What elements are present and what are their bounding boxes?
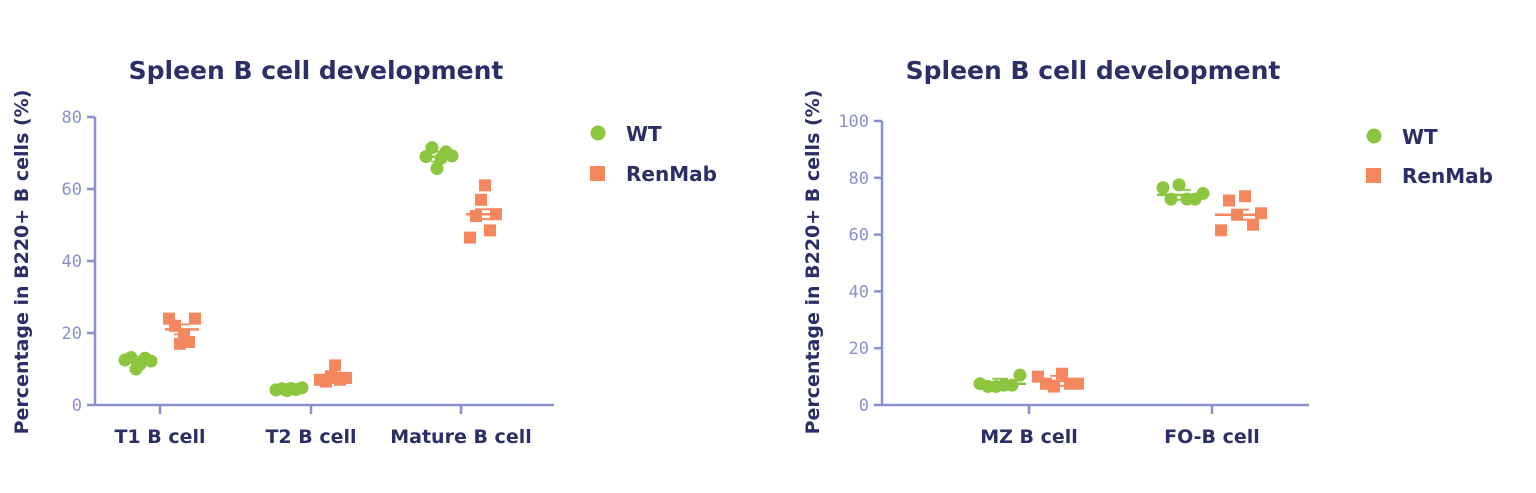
data-point-wt — [1156, 181, 1170, 195]
data-point-wt — [1172, 178, 1186, 192]
data-point-renmab — [183, 336, 195, 348]
data-point-renmab — [490, 208, 502, 221]
x-tick-label: T2 B cell — [265, 426, 356, 448]
data-point-renmab — [484, 224, 496, 237]
data-point-renmab — [329, 359, 341, 372]
y-tick-label: 0 — [859, 396, 869, 416]
data-point-wt — [144, 354, 158, 368]
legend-marker-renmab — [1366, 168, 1381, 183]
data-point-renmab — [1255, 207, 1267, 220]
data-point-renmab — [189, 312, 201, 325]
legend-marker-wt — [1366, 128, 1382, 144]
data-point-renmab — [1231, 208, 1243, 221]
y-tick-label: 80 — [849, 169, 869, 189]
data-point-wt — [1013, 368, 1027, 382]
y-tick-label: 40 — [849, 282, 869, 302]
y-tick-label: 20 — [62, 324, 82, 344]
data-point-wt — [1005, 378, 1019, 392]
data-point-renmab — [464, 231, 476, 244]
y-tick-label: 100 — [838, 112, 869, 132]
chart-title: Spleen B cell development — [906, 56, 1281, 85]
data-point-wt — [430, 161, 444, 175]
y-tick-label: 20 — [849, 339, 869, 359]
data-point-renmab — [1215, 224, 1227, 237]
data-point-renmab — [1072, 377, 1084, 390]
data-point-renmab — [340, 372, 352, 384]
x-ticks: MZ B cell FO-B cell — [980, 405, 1260, 448]
legend-marker-wt — [590, 125, 606, 141]
legend-label-renmab: RenMab — [626, 162, 717, 186]
data-point-renmab — [1048, 380, 1060, 393]
data-marks — [973, 178, 1267, 394]
data-point-wt — [124, 350, 138, 364]
data-point-renmab — [479, 179, 491, 192]
data-point-wt — [1196, 186, 1210, 200]
y-tick-label: 40 — [62, 252, 82, 272]
data-point-renmab — [470, 210, 482, 222]
y-ticks: 0 20 40 60 80 — [62, 108, 95, 416]
data-point-renmab — [475, 193, 487, 206]
data-point-renmab — [1223, 194, 1235, 207]
y-tick-label: 60 — [62, 180, 82, 200]
legend: WT RenMab — [1366, 125, 1493, 188]
legend-marker-renmab — [590, 166, 605, 181]
legend: WT RenMab — [590, 122, 717, 186]
legend-label-renmab: RenMab — [1402, 164, 1493, 188]
legend-label-wt: WT — [1402, 125, 1438, 149]
y-tick-label: 60 — [849, 226, 869, 246]
y-axis-label: Percentage in B220+ B cells (%) — [802, 90, 824, 435]
x-ticks: T1 B cell T2 B cell Mature B cell — [114, 405, 532, 448]
data-point-wt — [1164, 192, 1178, 206]
x-tick-label: FO-B cell — [1164, 426, 1260, 448]
data-point-wt — [295, 381, 309, 395]
y-tick-label: 80 — [62, 108, 82, 128]
x-tick-label: Mature B cell — [390, 426, 531, 448]
data-point-wt — [425, 141, 439, 155]
y-ticks: 0 20 40 60 80 100 — [838, 112, 882, 416]
x-tick-label: T1 B cell — [114, 426, 205, 448]
legend-label-wt: WT — [626, 122, 662, 146]
y-tick-label: 0 — [72, 396, 82, 416]
chart-panel-left: Spleen B cell development Percentage in … — [11, 56, 717, 448]
data-point-renmab — [1247, 218, 1259, 231]
chart-title: Spleen B cell development — [129, 56, 504, 85]
data-point-renmab — [1239, 190, 1251, 203]
data-point-renmab — [1056, 367, 1068, 380]
data-point-wt — [445, 149, 459, 163]
chart-panel-right: Spleen B cell development Percentage in … — [802, 56, 1493, 448]
y-axis-label: Percentage in B220+ B cells (%) — [11, 90, 33, 435]
x-tick-label: MZ B cell — [980, 426, 1078, 448]
data-marks — [118, 141, 502, 398]
